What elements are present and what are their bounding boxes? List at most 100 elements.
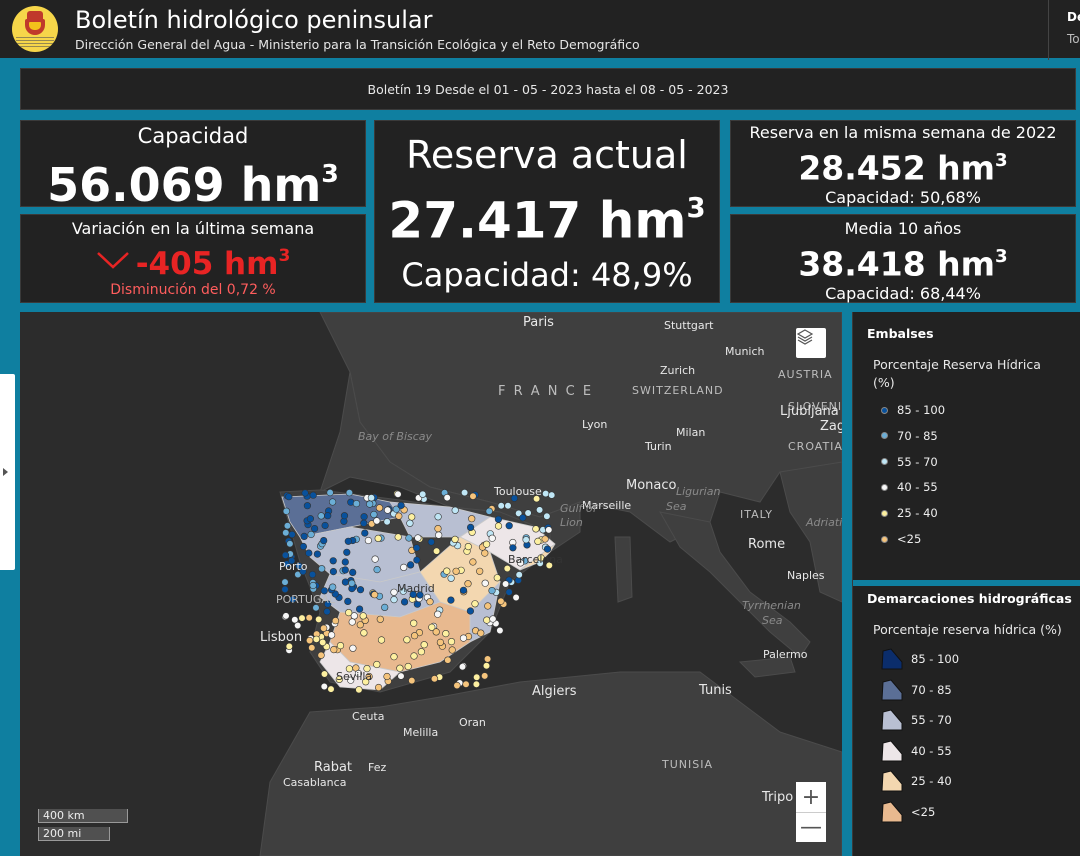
reservoir-dot[interactable] [341,566,349,574]
reservoir-dot[interactable] [502,580,510,588]
reservoir-dot[interactable] [451,535,459,543]
reservoir-dot[interactable] [356,586,365,594]
reservoir-dot[interactable] [497,597,505,605]
reservoir-dot[interactable] [288,557,296,565]
reservoir-dot[interactable] [329,498,337,506]
reservoir-dot[interactable] [448,646,456,654]
reservoir-dot[interactable] [394,490,402,498]
reservoir-dot[interactable] [373,660,381,669]
reservoir-dot[interactable] [335,675,343,684]
reservoir-dot[interactable] [443,494,451,502]
reservoir-dot[interactable] [320,670,329,678]
reservoir-dot[interactable] [359,612,367,620]
reservoir-dot[interactable] [512,593,520,602]
reservoir-dot[interactable] [373,517,381,525]
reservoir-dot[interactable] [419,490,427,498]
reservoir-dot[interactable] [282,529,290,537]
reservoir-dot[interactable] [288,530,296,539]
reservoir-dot[interactable] [489,615,497,623]
reservoir-dot[interactable] [306,636,314,645]
reservoir-dot[interactable] [524,509,532,517]
reservoir-dot[interactable] [320,682,328,691]
reservoir-dot[interactable] [503,564,511,573]
reservoir-dot[interactable] [321,521,329,530]
reservoir-dot[interactable] [313,550,322,558]
reservoir-dot[interactable] [466,607,475,615]
reservoir-dot[interactable] [294,621,302,630]
reservoir-dot[interactable] [344,597,352,606]
reservoir-dot[interactable] [452,567,460,575]
reservoir-dot[interactable] [363,665,371,673]
reservoir-dot[interactable] [352,500,361,508]
reservoir-dot[interactable] [331,617,340,625]
reservoir-dot[interactable] [341,578,350,586]
reservoir-dot[interactable] [383,672,391,681]
reservoir-dot[interactable] [453,681,461,690]
reservoir-dot[interactable] [496,626,504,635]
reservoir-dot[interactable] [315,615,323,624]
reservoir-dot[interactable] [319,638,327,647]
reservoir-dot[interactable] [473,673,481,681]
reservoir-dot[interactable] [377,636,386,644]
reservoir-dot[interactable] [349,644,357,652]
reservoir-dot[interactable] [367,494,376,502]
reservoir-dot[interactable] [308,644,316,652]
reservoir-dot[interactable] [483,616,491,624]
reservoir-dot[interactable] [324,512,332,520]
reservoir-dot[interactable] [373,566,381,574]
reservoir-dot[interactable] [291,616,299,624]
reservoir-dot[interactable] [286,540,294,548]
reservoir-dot[interactable] [376,615,384,623]
side-panel-toggle[interactable] [0,374,15,570]
reservoir-dot[interactable] [305,614,313,622]
reservoir-dot[interactable] [406,519,414,527]
reservoir-dot[interactable] [318,565,326,573]
reservoir-dot[interactable] [320,537,328,545]
reservoir-dot[interactable] [515,509,523,517]
reservoir-dot[interactable] [384,506,392,514]
reservoir-dot[interactable] [394,533,402,541]
reservoir-dot[interactable] [408,513,416,521]
reservoir-dot[interactable] [340,512,349,520]
reservoir-dot[interactable] [404,662,412,671]
reservoir-dot[interactable] [436,638,445,647]
reservoir-dot[interactable] [484,655,492,663]
reservoir-dot[interactable] [301,489,309,497]
reservoir-dot[interactable] [329,557,337,565]
reservoir-dot[interactable] [364,536,373,545]
reservoir-dot[interactable] [383,518,391,526]
reservoir-dot[interactable] [345,489,354,497]
reservoir-dot[interactable] [428,623,436,631]
reservoir-dot[interactable] [309,491,317,499]
reservoir-dot[interactable] [317,512,325,520]
reservoir-dot[interactable] [366,500,374,508]
reservoir-dot[interactable] [426,598,434,606]
reservoir-dot[interactable] [403,636,411,644]
reservoir-dot[interactable] [300,532,308,540]
reservoir-dot[interactable] [459,586,468,594]
layers-button[interactable] [796,328,826,358]
reservoir-dot[interactable] [543,545,552,553]
reservoir-dot[interactable] [464,580,472,588]
reservoir-dot[interactable] [375,504,384,512]
reservoir-dot[interactable] [545,526,553,534]
reservoir-dot[interactable] [414,534,422,542]
reservoir-dot[interactable] [329,568,338,576]
reservoir-dot[interactable] [343,548,351,556]
reservoir-dot[interactable] [505,522,513,530]
reservoir-dot[interactable] [298,614,306,622]
reservoir-dot[interactable] [432,628,440,636]
reservoir-dot[interactable] [461,489,469,497]
reservoir-dot[interactable] [375,683,383,692]
reservoir-dot[interactable] [299,567,307,576]
reservoir-dot[interactable] [434,610,442,618]
reservoir-dot[interactable] [484,602,492,610]
reservoir-dot[interactable] [281,578,289,586]
reservoir-dot[interactable] [413,544,421,552]
reservoir-dot[interactable] [433,547,441,555]
reservoir-dot[interactable] [481,549,489,557]
reservoir-dot[interactable] [320,624,328,632]
reservoir-dot[interactable] [482,662,491,670]
reservoir-dot[interactable] [505,588,513,596]
reservoir-dot[interactable] [400,563,408,571]
